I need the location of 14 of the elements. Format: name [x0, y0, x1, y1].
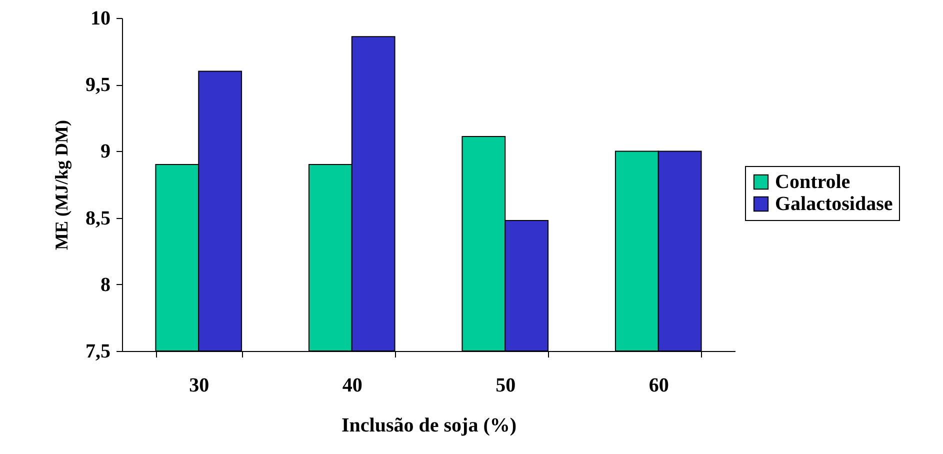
- x-axis-title: Inclusão de soja (%): [341, 414, 517, 436]
- legend-label: Galactosidase: [775, 193, 893, 215]
- y-tick-label: 9,5: [86, 74, 110, 96]
- x-tick-label: 40: [342, 374, 362, 396]
- y-tick-label: 9: [100, 140, 110, 163]
- x-tick-label: 60: [648, 374, 669, 396]
- x-tick-label: 30: [189, 374, 210, 396]
- y-axis-title: ME (MJ/kg DM): [52, 120, 72, 250]
- y-tick-label: 8: [100, 274, 110, 296]
- x-tick-label: 50: [496, 374, 516, 396]
- y-tick-label: 10: [90, 8, 110, 30]
- y-tick-label: 8,5: [86, 207, 110, 230]
- y-tick-label: 7,5: [86, 340, 110, 362]
- legend-label: Controle: [775, 171, 850, 193]
